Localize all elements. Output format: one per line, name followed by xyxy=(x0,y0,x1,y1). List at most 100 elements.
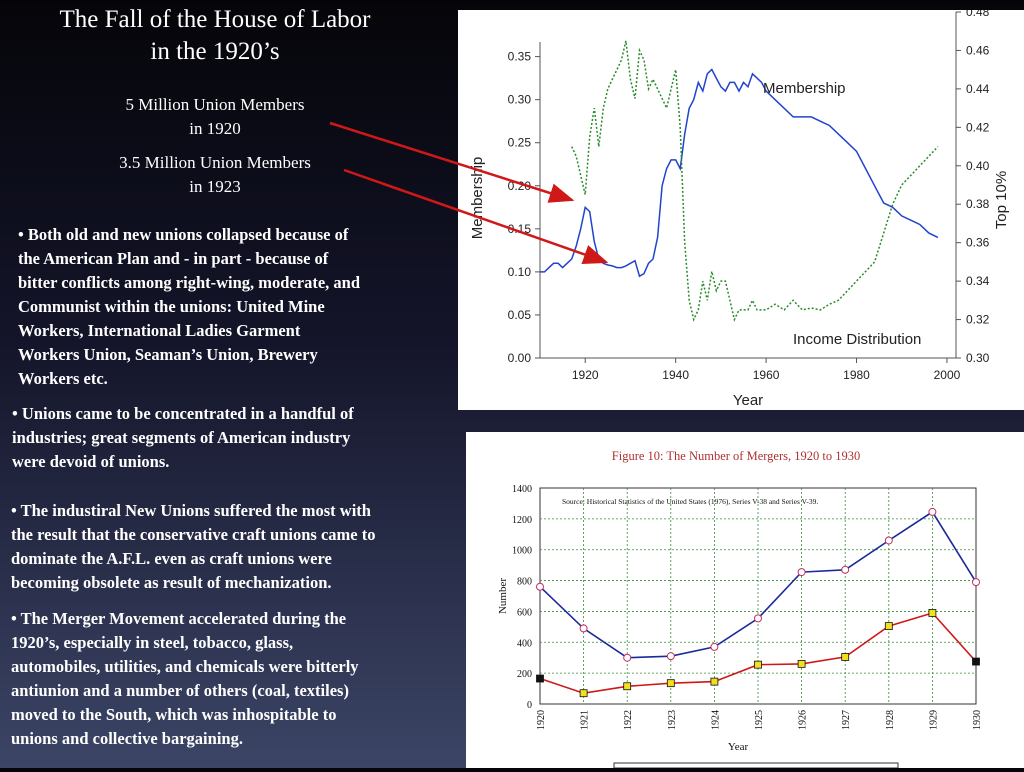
bullet-line: 1920’s, especially in steel, tobacco, gl… xyxy=(11,633,294,652)
x-tick-label: 1922 xyxy=(623,710,634,730)
data-point xyxy=(623,682,632,691)
x-axis-label: Year xyxy=(728,741,749,753)
x-tick-label: 1929 xyxy=(928,710,939,730)
x-tick-label: 1921 xyxy=(580,710,591,730)
bullet-line: the American Plan and - in part - becaus… xyxy=(18,249,329,268)
data-point xyxy=(928,609,937,617)
y2-tick-label: 0.34 xyxy=(966,274,990,288)
y2-tick-label: 0.44 xyxy=(966,82,990,96)
y-tick-label: 800 xyxy=(517,577,532,588)
data-point xyxy=(536,582,544,591)
x-tick-label: 1920 xyxy=(536,710,547,730)
x-tick-label: 1928 xyxy=(885,710,896,730)
data-point xyxy=(536,674,544,683)
data-point xyxy=(710,677,719,686)
y-tick-label: 0 xyxy=(527,700,532,711)
x-axis-label: Year xyxy=(733,392,763,409)
data-point xyxy=(666,679,675,688)
arrow-1920 xyxy=(329,121,575,203)
y2-tick-label: 0.40 xyxy=(966,159,990,173)
y-tick-label: 0.25 xyxy=(508,136,532,150)
membership-chart-panel: 0.00 0.05 0.10 0.15 0.20 0.25 0.30 0.35 0.30 0.32… xyxy=(458,5,1024,410)
x-tick-label: 1960 xyxy=(753,368,780,382)
bullet-line: Workers, International Ladies Garment xyxy=(18,321,301,340)
bullet-line: • The industiral New Unions suffered the… xyxy=(11,501,371,520)
x-tick-label: 1927 xyxy=(841,710,852,730)
y2-tick-label: 0.30 xyxy=(966,351,990,365)
y-tick-label: 1200 xyxy=(512,515,532,526)
mergers-chart-panel: Figure 10: The Number of Mergers, 1920 t… xyxy=(466,432,1024,769)
y2-tick-label: 0.46 xyxy=(966,43,990,57)
x-tick-label: 1923 xyxy=(667,710,678,730)
x-tick-label: 1925 xyxy=(754,710,765,730)
y-tick-label: 0.05 xyxy=(508,308,532,322)
bullet-line: Communist within the unions: United Mine xyxy=(18,297,325,316)
y-tick-label: 400 xyxy=(517,638,532,649)
slide-title-line1: The Fall of the House of Labor xyxy=(59,6,371,33)
label-1920-line1: 5 Million Union Members xyxy=(125,95,305,114)
data-point xyxy=(841,653,850,661)
y-tick-label: 0.00 xyxy=(508,351,532,365)
bullet-line: • Unions came to be concentrated in a ha… xyxy=(12,404,354,423)
y2-tick-label: 0.38 xyxy=(966,197,990,211)
y-tick-label: 0.15 xyxy=(508,222,532,236)
x-tick-label: 1930 xyxy=(972,710,983,730)
bullet-line: Workers Union, Seaman’s Union, Brewery xyxy=(18,345,318,364)
y2-tick-label: 0.42 xyxy=(966,120,990,134)
bullet-line: the result that the conservative craft u… xyxy=(11,525,376,544)
bullet-new-unions: • The industiral New Unions suffered the… xyxy=(11,499,471,595)
data-point xyxy=(841,565,850,574)
data-point xyxy=(623,653,632,662)
y-axis-label: Number xyxy=(497,578,509,614)
bullet-line: moved to the South, which was inhospitab… xyxy=(11,705,337,724)
label-1920-line2: in 1920 xyxy=(189,119,241,138)
bullet-line: antiunion and a number of others (coal, … xyxy=(11,681,349,700)
bullet-merger-movement: • The Merger Movement accelerated during… xyxy=(11,607,461,751)
y-tick-label: 0.35 xyxy=(508,50,532,64)
bullet-line: • Both old and new unions collapsed beca… xyxy=(18,225,349,244)
membership-chart: 0.000.050.100.150.200.250.300.350.300.32… xyxy=(469,5,1010,409)
x-tick-label: 2000 xyxy=(934,368,961,382)
data-point xyxy=(666,652,675,661)
bullet-line: were devoid of unions. xyxy=(12,452,170,471)
y2-tick-label: 0.36 xyxy=(966,236,990,250)
data-point xyxy=(884,536,893,545)
y-tick-label: 1000 xyxy=(512,546,532,557)
bullet-line: Workers etc. xyxy=(18,369,108,388)
data-point xyxy=(579,689,588,698)
bullet-line: dominate the A.F.L. even as craft unions… xyxy=(11,549,332,568)
series-line-membership xyxy=(540,68,939,278)
annotation-income-distribution: Income Distribution xyxy=(793,331,921,348)
data-point xyxy=(972,657,980,666)
data-point xyxy=(710,642,719,651)
label-1923-members: 3.5 Million Union Members in 1923 xyxy=(70,151,360,199)
data-point xyxy=(797,568,806,577)
data-point xyxy=(972,578,980,587)
label-1923-line2: in 1923 xyxy=(189,177,241,196)
x-tick-label: 1920 xyxy=(572,368,599,382)
x-tick-label: 1926 xyxy=(798,710,809,730)
bullet-line: becoming obsolete as result of mechaniza… xyxy=(11,573,332,592)
bullet-line: • The Merger Movement accelerated during… xyxy=(11,609,347,628)
arrow-1923 xyxy=(343,168,609,264)
data-point xyxy=(754,660,762,669)
data-point xyxy=(797,659,806,668)
label-1923-line1: 3.5 Million Union Members xyxy=(119,153,311,172)
y-tick-label: 600 xyxy=(517,607,532,618)
data-point xyxy=(928,507,937,516)
y-tick-label: 0.10 xyxy=(508,265,532,279)
x-tick-label: 1940 xyxy=(662,368,689,382)
y-tick-label: 1400 xyxy=(512,484,532,495)
bullet-line: unions and collective bargaining. xyxy=(11,729,243,748)
bullet-line: industries; great segments of American i… xyxy=(12,428,351,447)
slide-title-line2: in the 1920’s xyxy=(150,38,280,65)
slide-title: The Fall of the House of Labor in the 19… xyxy=(20,4,410,68)
data-point xyxy=(754,614,762,623)
data-point xyxy=(884,622,893,630)
bullet-unions-concentrated: • Unions came to be concentrated in a ha… xyxy=(12,402,462,474)
bullet-line: bitter conflicts among right-wing, moder… xyxy=(18,273,361,292)
mergers-chart: Figure 10: The Number of Mergers, 1920 t… xyxy=(497,449,983,769)
x-tick-label: 1924 xyxy=(710,710,721,730)
y-tick-label: 200 xyxy=(517,669,532,680)
